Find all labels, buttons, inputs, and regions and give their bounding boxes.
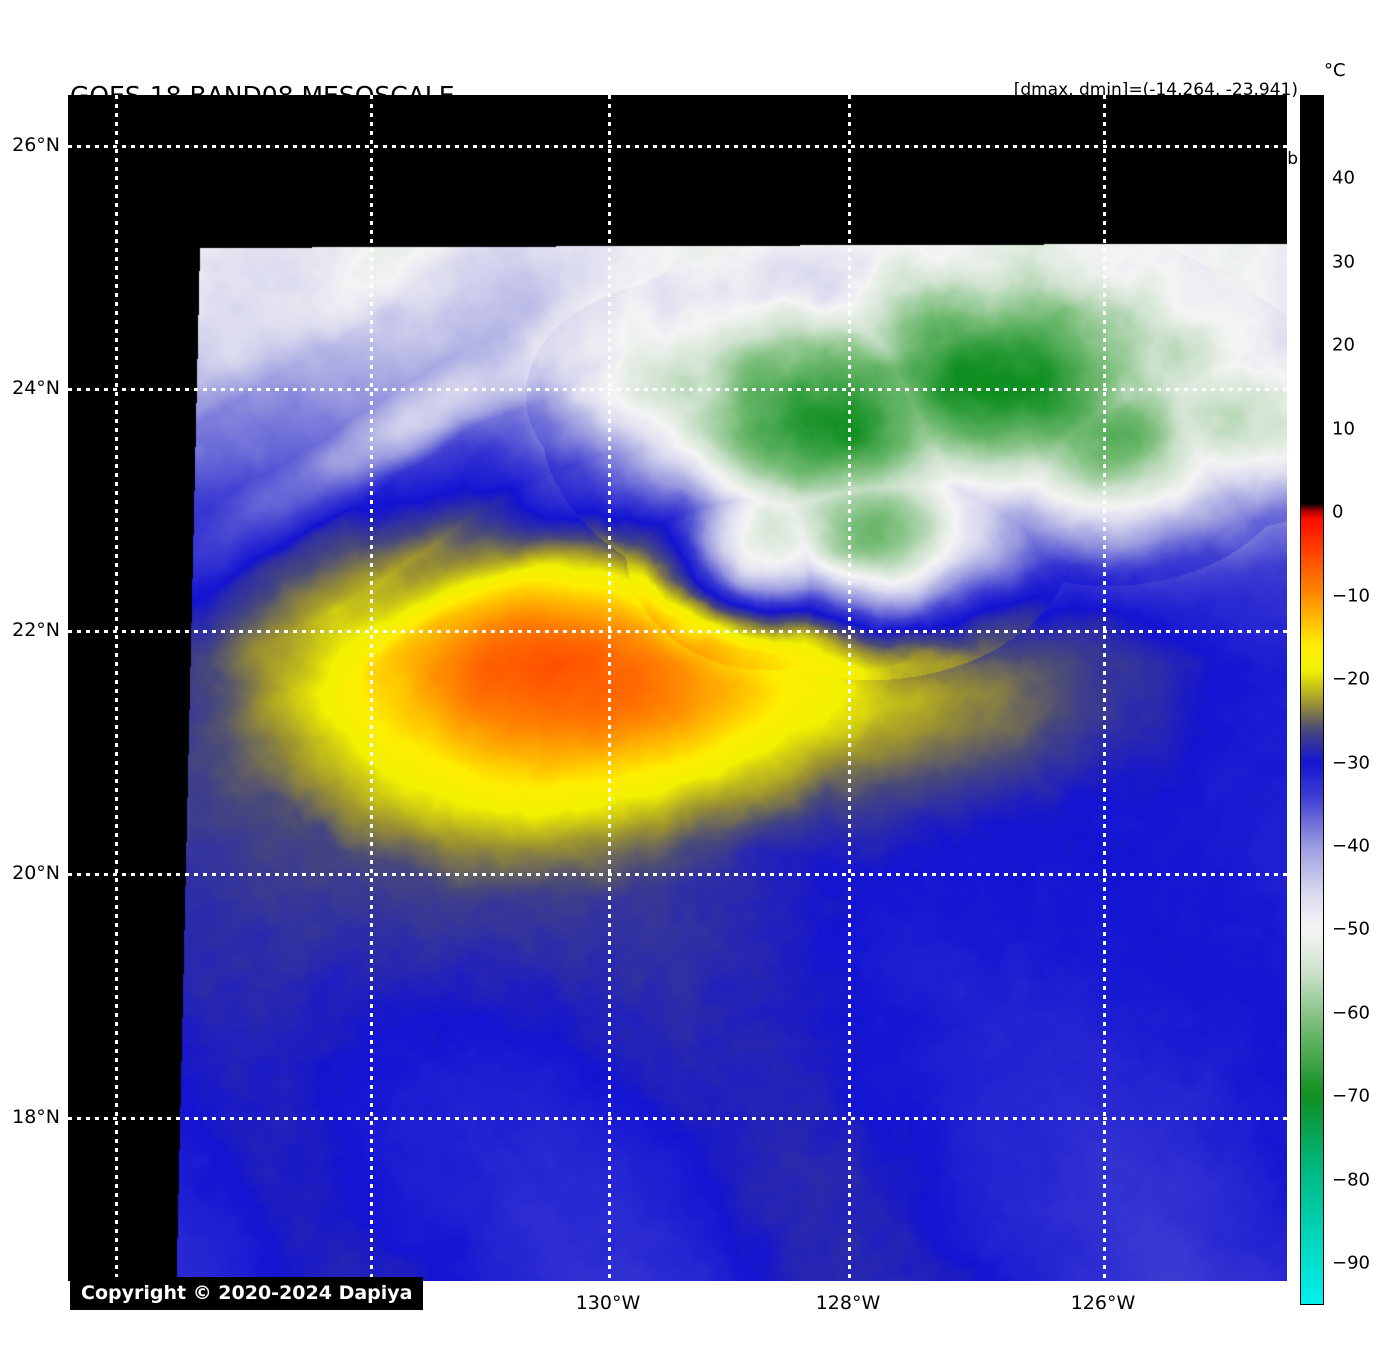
- colorbar-tick-12: −80: [1332, 1169, 1370, 1191]
- lon-tick-130W: 130°W: [575, 1292, 641, 1314]
- satellite-imagery-canvas: [68, 95, 1287, 1281]
- colorbar-tick-4: 0: [1332, 501, 1344, 523]
- lat-tick-20N: 20°N: [12, 862, 60, 884]
- colorbar-tick-13: −90: [1332, 1252, 1370, 1274]
- colorbar-tick-2: 20: [1332, 334, 1355, 356]
- colorbar-tick-7: −30: [1332, 752, 1370, 774]
- colorbar-unit-label: °C: [1324, 60, 1346, 81]
- colorbar-tick-9: −50: [1332, 918, 1370, 940]
- colorbar-tick-1: 30: [1332, 251, 1355, 273]
- lat-tick-24N: 24°N: [12, 377, 60, 399]
- colorbar-tick-6: −20: [1332, 668, 1370, 690]
- lat-tick-18N: 18°N: [12, 1106, 60, 1128]
- colorbar-tick-5: −10: [1332, 585, 1370, 607]
- lat-tick-22N: 22°N: [12, 619, 60, 641]
- lon-tick-128W: 128°W: [815, 1292, 881, 1314]
- colorbar-tick-8: −40: [1332, 835, 1370, 857]
- lat-tick-26N: 26°N: [12, 134, 60, 156]
- colorbar-tick-10: −60: [1332, 1002, 1370, 1024]
- colorbar-gradient: [1301, 96, 1323, 1304]
- lon-tick-126W: 126°W: [1070, 1292, 1136, 1314]
- colorbar[interactable]: [1300, 95, 1324, 1305]
- copyright-banner: Copyright © 2020-2024 Dapiya: [70, 1277, 424, 1310]
- map-plot-area[interactable]: [68, 95, 1287, 1281]
- colorbar-tick-0: 40: [1332, 167, 1355, 189]
- colorbar-tick-11: −70: [1332, 1085, 1370, 1107]
- colorbar-tick-3: 10: [1332, 418, 1355, 440]
